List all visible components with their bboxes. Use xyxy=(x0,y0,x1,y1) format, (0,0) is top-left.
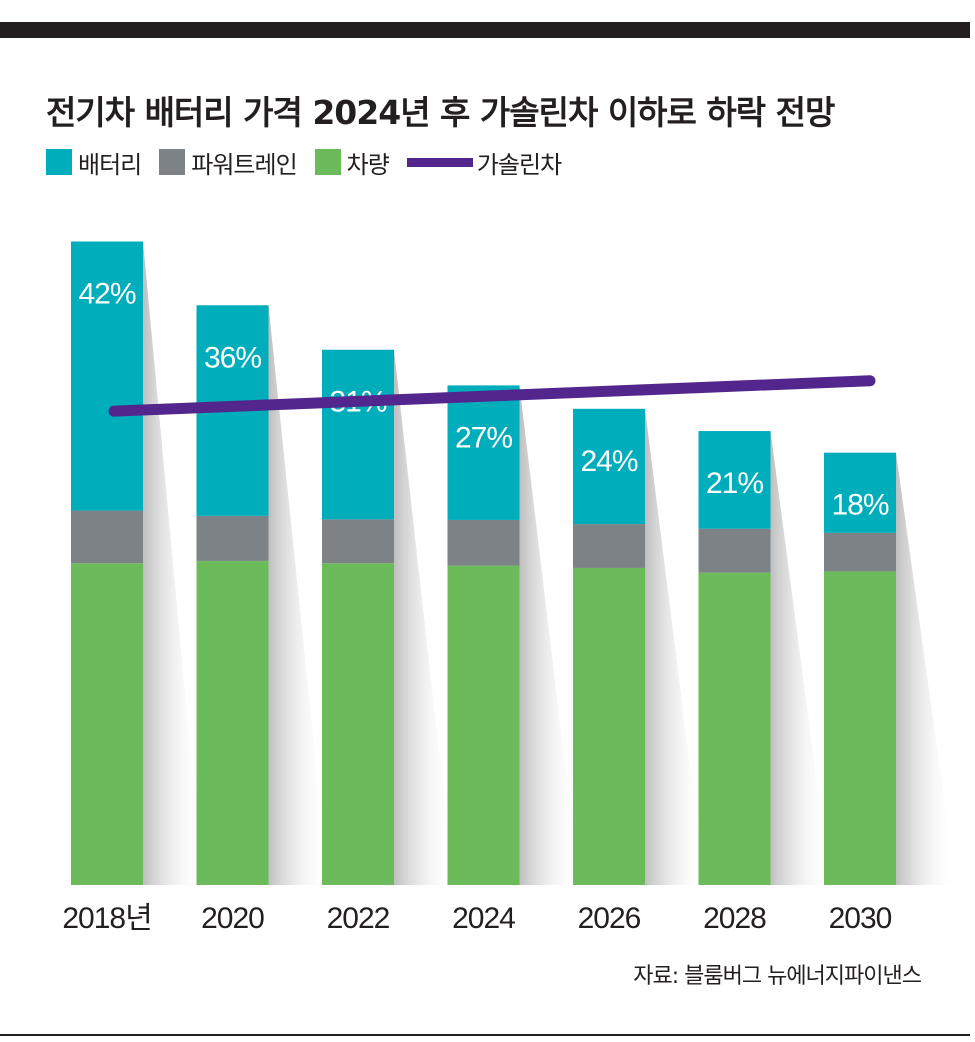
bar-segment-powertrain xyxy=(573,524,645,568)
legend-item-gasoline: 가솔린차 xyxy=(406,145,562,180)
battery-share-label: 21% xyxy=(706,467,763,500)
battery-share-label: 36% xyxy=(204,341,261,374)
bar-shadow xyxy=(770,431,831,885)
battery-share-label: 24% xyxy=(580,445,637,478)
bar-shadow xyxy=(645,408,705,885)
legend: 배터리 파워트레인 차량 가솔린차 xyxy=(46,145,579,180)
bar-segment-powertrain xyxy=(322,519,394,564)
bar-segment-battery xyxy=(71,241,143,511)
bar-segment-battery xyxy=(322,349,394,520)
bar-shadow xyxy=(268,305,329,885)
bar-segment-powertrain xyxy=(698,528,771,573)
x-tick-label: 2030 xyxy=(829,902,892,935)
bar-segment-vehicle xyxy=(71,563,143,885)
x-axis-labels: 2018년 2020 2022 2024 2026 2028 2030 xyxy=(62,902,892,935)
x-tick-label: 2022 xyxy=(327,902,390,935)
bar-segment-powertrain xyxy=(447,519,520,566)
bar-segment-battery xyxy=(573,408,645,525)
bar-shadow xyxy=(394,349,454,886)
bar-shadow xyxy=(519,385,580,885)
legend-item-vehicle: 차량 xyxy=(314,145,390,180)
bar-segment-vehicle xyxy=(447,565,520,885)
bar-segment-battery xyxy=(698,431,771,529)
bar-shadows xyxy=(143,241,956,886)
legend-label-vehicle: 차량 xyxy=(346,150,390,179)
legend-label-battery: 배터리 xyxy=(78,150,142,179)
legend-swatch-powertrain xyxy=(159,149,186,175)
bar-segment-vehicle xyxy=(698,572,771,885)
source-note: 자료: 블룸버그 뉴에너지파이낸스 xyxy=(633,964,922,989)
legend-line-gasoline xyxy=(406,157,473,167)
bar-segment-battery xyxy=(447,385,520,520)
gasoline-line-layer xyxy=(108,375,876,417)
bar-shadow xyxy=(143,241,203,885)
bottom-rule xyxy=(0,1034,970,1036)
legend-swatch-battery xyxy=(46,149,72,175)
bar-segment-vehicle xyxy=(322,563,394,885)
bar-segment-powertrain xyxy=(71,510,143,564)
x-tick-label: 2026 xyxy=(578,902,641,935)
legend-item-battery: 배터리 xyxy=(46,145,142,180)
legend-label-powertrain: 파워트레인 xyxy=(191,150,297,179)
bar-shadow xyxy=(896,452,956,885)
x-tick-label: 2024 xyxy=(452,902,515,935)
x-tick-label: 2020 xyxy=(201,902,264,935)
bar-segment-battery xyxy=(824,452,896,533)
bar-segment-vehicle xyxy=(824,571,896,885)
bar-segment-vehicle xyxy=(196,560,269,885)
gasoline-line xyxy=(108,375,876,417)
battery-share-label: 27% xyxy=(455,421,512,454)
top-rule xyxy=(0,22,970,38)
x-tick-label: 2018년 xyxy=(62,902,151,935)
bar-segment-vehicle xyxy=(573,567,645,885)
legend-item-powertrain: 파워트레인 xyxy=(159,145,298,180)
bar-segment-powertrain xyxy=(196,515,269,561)
legend-swatch-vehicle xyxy=(314,149,341,175)
legend-label-gasoline: 가솔린차 xyxy=(476,150,562,179)
battery-share-label: 18% xyxy=(831,489,888,522)
bar-segment-powertrain xyxy=(824,532,896,572)
x-tick-label: 2028 xyxy=(703,902,766,935)
chart-title: 전기차 배터리 가격 2024년 후 가솔린차 이하로 하락 전망 xyxy=(46,93,835,132)
battery-share-label: 42% xyxy=(78,278,135,311)
